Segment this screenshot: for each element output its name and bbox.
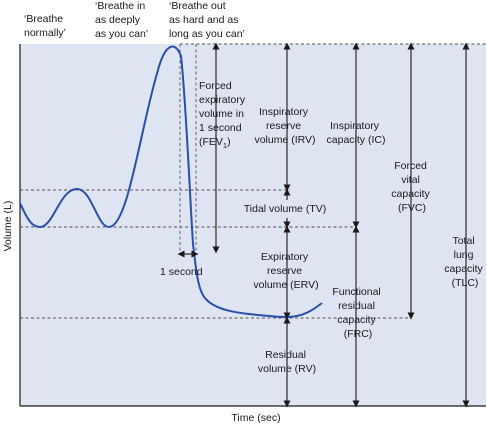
reference-lines (20, 43, 486, 319)
one-second-label: 1 second (160, 266, 203, 278)
x-axis-label: Time (sec) (231, 412, 280, 424)
tlc-label: Total lung capacity (TLC) (444, 235, 485, 289)
frc-label: Functional residual capacity (FRC) (332, 286, 383, 340)
fev1-abbreviation: (FEV1) (199, 136, 231, 150)
phase-forced-label: ‘Breathe out as hard and as long as you … (169, 0, 245, 40)
phase-deep-label: ‘Breathe in as deeply as you can’ (95, 0, 148, 40)
fev1-label: Forced expiratory volume in 1 second (199, 80, 248, 134)
phase-normal-label: ‘Breathe normally’ (24, 13, 66, 39)
fvc-label: Forced vital capacity (FVC) (391, 160, 432, 214)
y-axis-label: Volume (L) (2, 201, 14, 252)
tv-label: Tidal volume (TV) (244, 203, 326, 215)
ic-label: Inspiratory capacity (IC) (327, 120, 386, 146)
rv-label: Residual volume (RV) (258, 349, 316, 375)
irv-label: Inspiratory reserve volume (IRV) (254, 106, 315, 146)
measurement-arrows (177, 42, 470, 408)
plot-background (20, 44, 486, 406)
erv-label: Expiratory reserve volume (ERV) (253, 251, 318, 291)
spirometry-curve (19, 45, 323, 318)
